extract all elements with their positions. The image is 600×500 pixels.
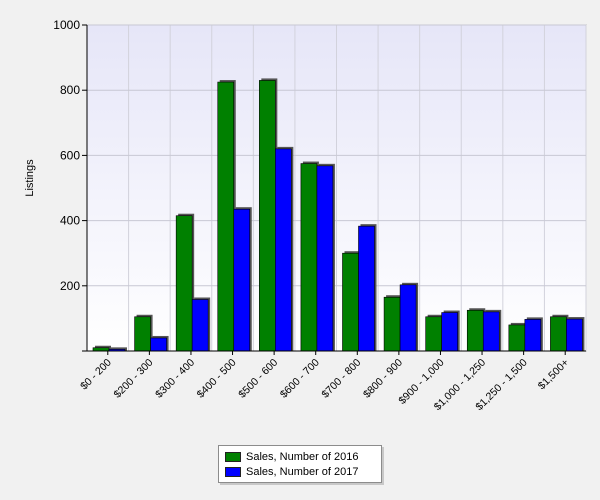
bar-2016 <box>300 163 318 352</box>
x-tick-label: $400 - 500 <box>195 357 239 401</box>
x-tick-label: $1,500+ <box>536 357 572 393</box>
x-tick-label: $600 - 700 <box>278 357 322 401</box>
bar-2016 <box>466 309 484 352</box>
y-tick-label: 800 <box>60 83 80 97</box>
bar-2017 <box>275 148 292 352</box>
legend-swatch-2017 <box>225 466 241 477</box>
bar-2016 <box>175 215 193 352</box>
bar-2017 <box>191 299 209 352</box>
bar-2016 <box>217 81 235 352</box>
legend-item-2017: Sales, Number of 2017 <box>225 464 375 479</box>
x-tick-label: $500 - 600 <box>236 357 280 401</box>
y-tick-label: 1000 <box>53 18 80 32</box>
y-axis-label: Listings <box>24 159 36 197</box>
bar-2017 <box>524 319 542 352</box>
bar-2017 <box>566 318 583 352</box>
bar-2016 <box>342 252 359 352</box>
bar-2017 <box>358 225 375 352</box>
x-tick-label: $700 - 800 <box>319 357 363 401</box>
x-tick-label: $800 - 900 <box>361 357 405 401</box>
bar-2017 <box>316 165 334 352</box>
bar-2017 <box>399 284 417 352</box>
bar-2016 <box>134 316 151 352</box>
x-tick-label: $0 - 200 <box>78 357 114 393</box>
chart: 200 400 600 800 1000 $0 - 200 $200 - 300 $300 -… <box>24 18 587 413</box>
y-tick-label: 400 <box>60 214 80 228</box>
bar-chart-svg: 200 400 600 800 1000 $0 - 200$200 - 300$300 -… <box>24 18 587 413</box>
bar-2016 <box>383 296 401 352</box>
bar-2017 <box>482 311 500 352</box>
bar-2016 <box>550 316 567 352</box>
bar-2016 <box>508 324 526 352</box>
x-tick-label: $200 - 300 <box>112 357 156 401</box>
legend: Sales, Number of 2016 Sales, Number of 2… <box>218 445 382 483</box>
legend-label-2016: Sales, Number of 2016 <box>246 450 359 463</box>
y-tick-label: 200 <box>60 279 80 293</box>
bar-2017 <box>441 312 458 352</box>
x-tick-label: $300 - 400 <box>153 357 197 401</box>
legend-item-2016: Sales, Number of 2016 <box>225 449 375 464</box>
bar-2016 <box>259 80 276 352</box>
bar-2016 <box>425 316 442 352</box>
y-tick-label: 600 <box>60 148 80 162</box>
legend-swatch-2016 <box>225 451 241 462</box>
legend-label-2017: Sales, Number of 2017 <box>246 465 359 478</box>
bar-2017 <box>233 208 251 352</box>
bar-2017 <box>150 337 167 352</box>
